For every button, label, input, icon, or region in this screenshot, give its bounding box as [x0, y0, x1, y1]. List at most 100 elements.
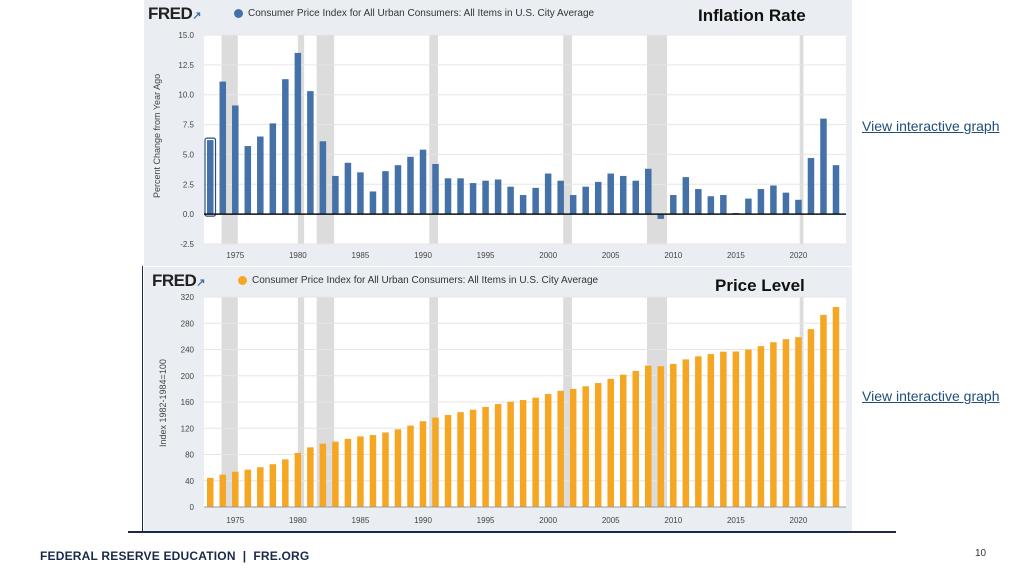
inflation-bar	[820, 118, 827, 215]
fred-graph-icon: ↗	[192, 10, 201, 22]
price-level-bar	[532, 397, 539, 507]
fred-logo: FRED↗	[152, 271, 205, 291]
inflation-bar	[444, 178, 452, 215]
inflation-x-tick-label: 2020	[790, 251, 808, 260]
inflation-x-tick-label: 1975	[226, 251, 244, 260]
price-level-bar	[332, 441, 339, 507]
inflation-bar	[394, 165, 402, 215]
inflation-y-tick-label: 5.0	[183, 150, 195, 159]
inflation-x-tick-label: 2000	[539, 251, 557, 260]
price-level-bar	[519, 400, 527, 507]
inflation-bar	[369, 191, 377, 215]
inflation-x-tick-label: 2010	[664, 251, 682, 260]
price-level-bar	[294, 452, 302, 507]
price-level-bar	[232, 471, 239, 507]
inflation-x-tick-label: 1985	[352, 251, 370, 260]
price-level-bar	[632, 370, 640, 507]
price-level-y-tick-label: 200	[181, 372, 195, 381]
price-level-bar	[394, 429, 402, 507]
price-level-bar	[244, 469, 252, 507]
price-level-bar	[757, 346, 765, 507]
inflation-recession-band	[429, 35, 439, 244]
price-level-bar	[307, 447, 314, 507]
price-level-bar	[594, 383, 602, 507]
inflation-bar	[419, 149, 427, 215]
price-level-bar	[444, 414, 452, 507]
price-level-bar	[369, 435, 377, 507]
inflation-bar	[645, 168, 652, 215]
inflation-x-tick-label: 1980	[289, 251, 307, 260]
price-level-bar	[832, 307, 840, 507]
legend-dot-orange-icon	[238, 276, 247, 285]
inflation-bar	[532, 187, 539, 215]
price-level-bar	[282, 459, 289, 507]
price-level-x-tick-label: 1990	[414, 516, 432, 525]
inflation-bar	[507, 186, 514, 215]
inflation-series-name: Consumer Price Index for All Urban Consu…	[248, 8, 595, 19]
inflation-bar	[795, 199, 802, 215]
price-level-y-tick-label: 280	[181, 319, 195, 328]
price-level-chart-panel: FRED↗ Consumer Price Index for All Urban…	[144, 267, 852, 531]
inflation-bar	[782, 192, 790, 215]
price-level-bar	[319, 443, 327, 507]
inflation-bar	[319, 141, 327, 215]
inflation-bar	[457, 178, 464, 215]
inflation-bar	[807, 158, 815, 215]
inflation-bar	[544, 173, 552, 215]
price-level-bar	[695, 356, 702, 507]
inflation-chart-title: Inflation Rate	[698, 6, 806, 25]
inflation-bar	[670, 195, 677, 215]
price-level-x-tick-label: 2015	[727, 516, 745, 525]
inflation-bar	[269, 123, 277, 215]
inflation-bar	[294, 52, 302, 215]
price-level-x-tick-label: 1980	[289, 516, 307, 525]
price-level-bar	[720, 351, 727, 507]
price-level-bar	[219, 474, 227, 507]
price-level-y-tick-label: 160	[181, 398, 195, 407]
page-number: 10	[975, 548, 987, 559]
inflation-bar	[607, 173, 614, 215]
price-level-legend: Consumer Price Index for All Urban Consu…	[238, 275, 598, 286]
price-level-series-name: Consumer Price Index for All Urban Consu…	[252, 275, 599, 286]
price-level-chart-title: Price Level	[715, 276, 805, 295]
view-interactive-graph-link-price-level[interactable]: View interactive graph	[862, 388, 1000, 404]
inflation-highlight-box	[204, 137, 217, 217]
price-level-y-tick-label: 120	[181, 424, 195, 433]
inflation-y-tick-label: 2.5	[183, 180, 195, 189]
price-level-x-tick-label: 1985	[352, 516, 370, 525]
inflation-bar	[569, 195, 577, 215]
inflation-bar	[207, 140, 214, 215]
price-level-bar	[419, 421, 427, 507]
inflation-x-tick-label: 1995	[477, 251, 495, 260]
inflation-bar	[344, 162, 352, 215]
price-level-bar	[657, 366, 665, 507]
price-level-x-tick-label: 1975	[226, 516, 244, 525]
price-level-bar	[569, 388, 577, 507]
inflation-bar	[745, 198, 752, 215]
legend-dot-blue-icon	[234, 9, 243, 18]
inflation-bar	[582, 186, 589, 215]
inflation-y-tick-label: -2.5	[180, 240, 194, 249]
price-level-bar	[507, 401, 514, 507]
price-level-bar	[544, 393, 552, 507]
inflation-chart-panel: FRED↗ Consumer Price Index for All Urban…	[144, 0, 852, 266]
inflation-bar	[695, 189, 702, 215]
inflation-recession-band	[647, 35, 668, 244]
inflation-bar	[307, 91, 314, 215]
price-level-y-tick-label: 0	[190, 503, 195, 512]
price-level-bar	[344, 438, 352, 507]
inflation-bar	[257, 136, 264, 215]
price-level-bar	[607, 378, 614, 507]
inflation-bar	[519, 195, 527, 215]
price-level-bar	[557, 390, 564, 507]
price-level-bar	[432, 417, 439, 507]
inflation-bar	[469, 183, 477, 215]
price-level-bar	[682, 359, 690, 507]
inflation-x-tick-label: 1990	[414, 251, 432, 260]
price-level-bar	[619, 374, 627, 507]
inflation-bar	[557, 180, 564, 215]
price-level-bar	[382, 432, 389, 507]
inflation-legend: Consumer Price Index for All Urban Consu…	[234, 8, 594, 19]
price-level-x-tick-label: 1995	[477, 516, 495, 525]
view-interactive-graph-link-inflation[interactable]: View interactive graph	[862, 118, 1000, 134]
